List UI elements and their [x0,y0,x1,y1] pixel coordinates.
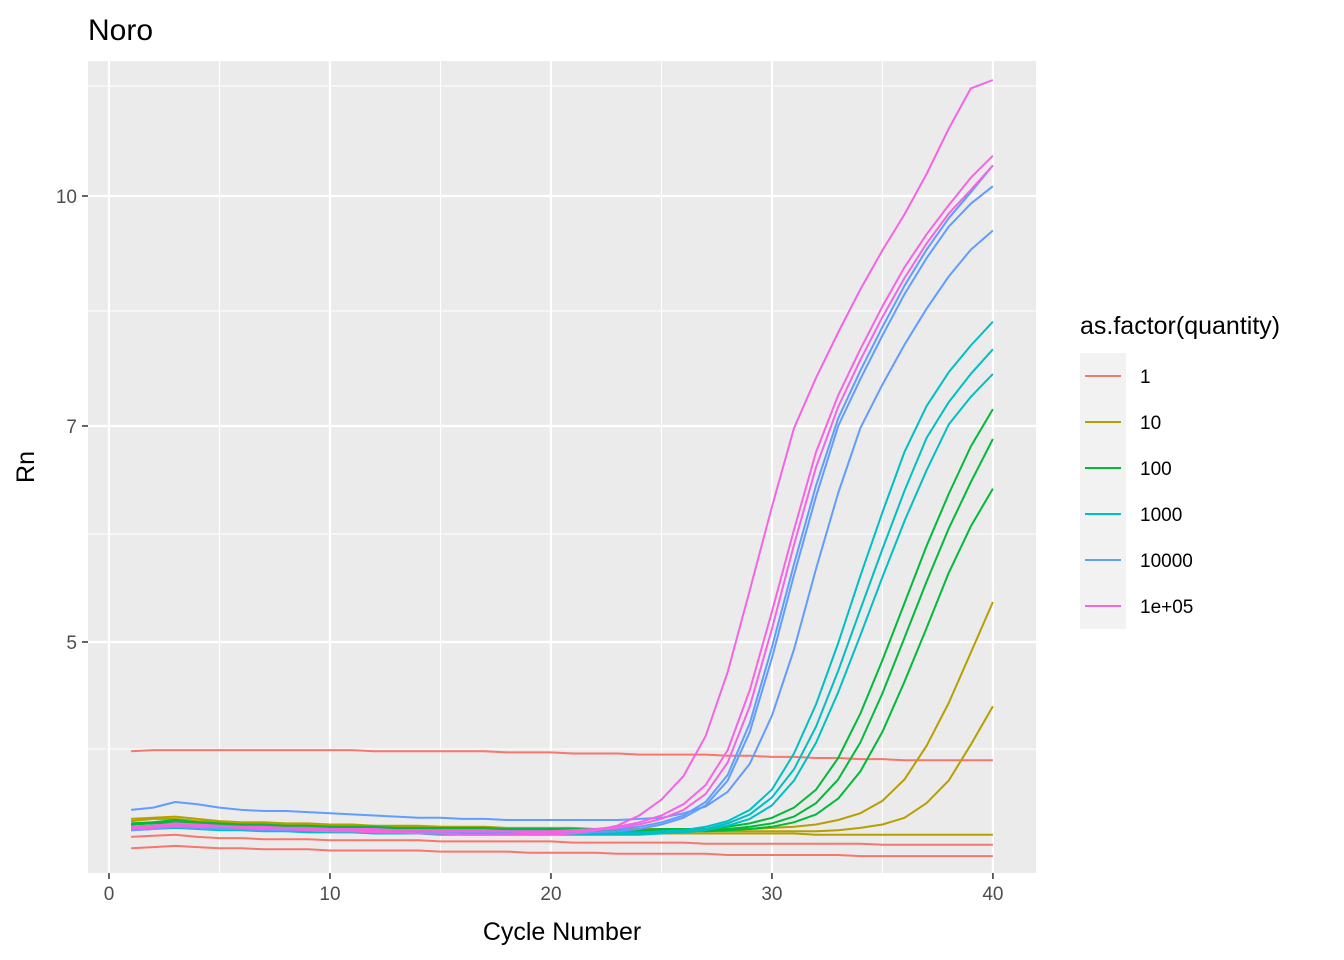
x-axis: 0 10 20 30 40 [104,873,1003,905]
legend-label: 100 [1140,459,1172,480]
series-line-1-0 [131,749,993,762]
x-axis-title: Cycle Number [483,918,641,946]
legend-label: 10000 [1140,551,1193,572]
y-tick-label: 10 [56,187,77,208]
x-tick-label: 20 [540,884,561,905]
x-tick-label: 10 [319,884,340,905]
series-line-1-2 [131,844,993,858]
series-line-10-5 [131,601,994,832]
major-gridlines [88,61,1036,873]
legend-keys: 1 10 100 1000 10000 1e+05 [1080,353,1193,629]
y-tick-label: 5 [66,633,77,654]
series-line-100-8 [131,408,994,832]
y-tick-label: 7 [66,417,77,438]
legend-label: 1 [1140,367,1151,388]
legend-key-background [1080,353,1126,629]
legend: as.factor(quantity) 1 10 100 1000 10000 1e+05 [1080,312,1280,629]
series-line-1-1 [131,833,993,846]
series-line-10000-12 [130,229,994,821]
series-line-1e+05-17 [131,154,994,833]
x-tick-label: 0 [104,884,115,905]
legend-label: 10 [1140,413,1161,434]
legend-label: 1e+05 [1140,597,1193,618]
y-axis-title: Rn [12,451,40,483]
x-tick-label: 40 [982,884,1003,905]
x-tick-label: 30 [761,884,782,905]
legend-title: as.factor(quantity) [1080,312,1280,340]
chart-title: Noro [88,14,153,47]
plot-panel [88,61,1036,873]
series-line-1e+05-16 [131,79,994,836]
y-axis: 5 7 10 [56,187,88,654]
series-lines [130,79,994,858]
legend-label: 1000 [1140,505,1182,526]
